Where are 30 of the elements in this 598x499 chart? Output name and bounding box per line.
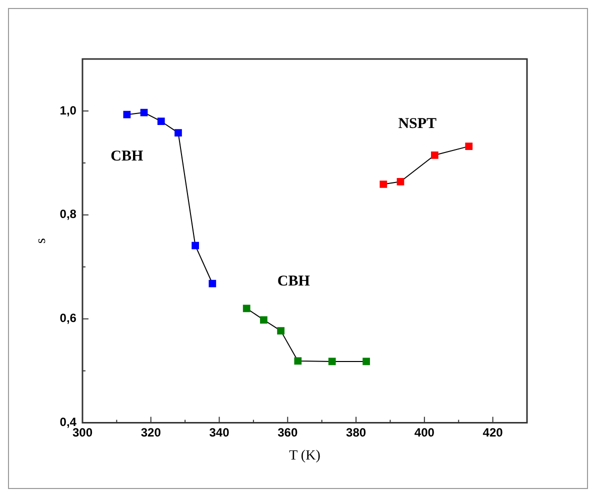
point xyxy=(242,304,250,312)
x-tick-label: 340 xyxy=(209,425,230,440)
x-tick-label: 360 xyxy=(278,425,298,440)
point xyxy=(192,242,200,250)
point xyxy=(140,108,148,116)
point xyxy=(396,178,404,186)
y-axis-title: s xyxy=(34,238,50,244)
x-axis-title: T (K) xyxy=(289,448,321,464)
series-label: CBH xyxy=(277,273,310,290)
point xyxy=(294,357,302,365)
x-tick-label: 420 xyxy=(482,425,504,440)
series-label: CBH xyxy=(110,148,144,164)
series-label: NSPT xyxy=(398,116,437,132)
y-tick-label: 0,6 xyxy=(60,311,77,326)
x-tick-label: 400 xyxy=(414,425,435,440)
point xyxy=(208,280,216,288)
point xyxy=(328,358,336,366)
y-tick-label: 1,0 xyxy=(60,103,77,118)
y-tick-label: 0,8 xyxy=(60,207,77,222)
point xyxy=(277,327,284,334)
point xyxy=(260,316,268,324)
point xyxy=(174,129,182,136)
point xyxy=(430,151,438,159)
point xyxy=(157,118,165,126)
point xyxy=(465,142,473,150)
point xyxy=(123,110,131,118)
x-tick-label: 380 xyxy=(346,425,366,440)
point xyxy=(380,180,388,188)
x-tick-label: 320 xyxy=(140,425,162,440)
point xyxy=(362,358,370,366)
